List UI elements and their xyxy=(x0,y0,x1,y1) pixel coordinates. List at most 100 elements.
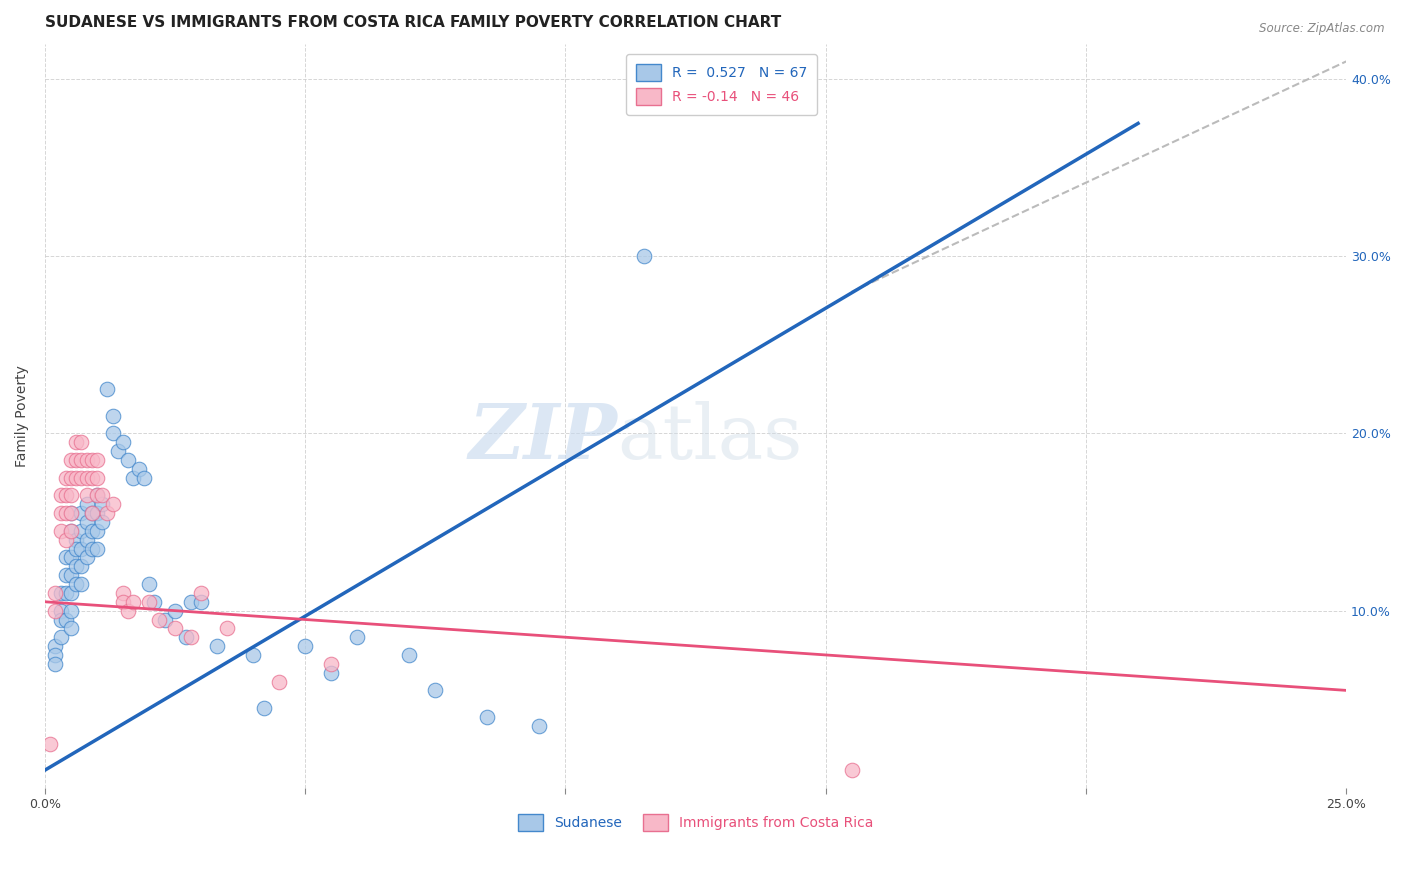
Point xyxy=(59,550,82,565)
Point xyxy=(101,409,124,423)
Point xyxy=(138,577,160,591)
Point xyxy=(86,506,108,520)
Point xyxy=(65,559,87,574)
Point xyxy=(44,657,66,671)
Point xyxy=(633,249,655,263)
Point xyxy=(117,453,139,467)
Point xyxy=(294,639,316,653)
Point xyxy=(65,541,87,556)
Text: atlas: atlas xyxy=(617,401,803,475)
Point xyxy=(143,595,166,609)
Point xyxy=(49,506,72,520)
Point xyxy=(55,550,77,565)
Point xyxy=(180,630,202,644)
Point xyxy=(59,488,82,502)
Point xyxy=(76,533,98,547)
Point xyxy=(80,506,103,520)
Point xyxy=(59,524,82,538)
Point xyxy=(80,453,103,467)
Point xyxy=(217,621,239,635)
Point xyxy=(76,515,98,529)
Point xyxy=(59,506,82,520)
Point xyxy=(49,630,72,644)
Point xyxy=(190,595,212,609)
Text: SUDANESE VS IMMIGRANTS FROM COSTA RICA FAMILY POVERTY CORRELATION CHART: SUDANESE VS IMMIGRANTS FROM COSTA RICA F… xyxy=(45,15,782,30)
Point xyxy=(132,471,155,485)
Point xyxy=(55,533,77,547)
Point xyxy=(91,515,114,529)
Point xyxy=(529,719,551,733)
Point xyxy=(96,506,118,520)
Point xyxy=(148,613,170,627)
Point xyxy=(65,453,87,467)
Point xyxy=(49,613,72,627)
Point xyxy=(65,435,87,450)
Point xyxy=(65,577,87,591)
Point xyxy=(112,595,135,609)
Point xyxy=(80,541,103,556)
Point xyxy=(242,648,264,662)
Legend: Sudanese, Immigrants from Costa Rica: Sudanese, Immigrants from Costa Rica xyxy=(512,809,879,837)
Point xyxy=(70,524,93,538)
Point xyxy=(49,524,72,538)
Point xyxy=(86,453,108,467)
Point xyxy=(44,648,66,662)
Text: Source: ZipAtlas.com: Source: ZipAtlas.com xyxy=(1260,22,1385,36)
Point xyxy=(59,586,82,600)
Point xyxy=(59,604,82,618)
Point xyxy=(91,488,114,502)
Point xyxy=(346,630,368,644)
Point xyxy=(86,488,108,502)
Point xyxy=(76,453,98,467)
Point xyxy=(321,665,343,680)
Point xyxy=(76,488,98,502)
Point xyxy=(112,435,135,450)
Point xyxy=(59,506,82,520)
Point xyxy=(398,648,420,662)
Point xyxy=(107,444,129,458)
Point xyxy=(138,595,160,609)
Point xyxy=(76,497,98,511)
Point xyxy=(86,524,108,538)
Point xyxy=(122,471,145,485)
Point xyxy=(70,435,93,450)
Point xyxy=(59,621,82,635)
Point xyxy=(91,497,114,511)
Point xyxy=(44,639,66,653)
Point xyxy=(841,763,863,777)
Point xyxy=(55,586,77,600)
Point xyxy=(70,506,93,520)
Point xyxy=(101,497,124,511)
Point xyxy=(70,559,93,574)
Point xyxy=(44,586,66,600)
Point xyxy=(80,524,103,538)
Point xyxy=(55,488,77,502)
Point xyxy=(55,613,77,627)
Point xyxy=(117,604,139,618)
Point xyxy=(70,453,93,467)
Point xyxy=(76,550,98,565)
Point xyxy=(44,604,66,618)
Point xyxy=(477,710,499,724)
Point xyxy=(205,639,228,653)
Point xyxy=(65,533,87,547)
Point xyxy=(190,586,212,600)
Point xyxy=(59,524,82,538)
Point xyxy=(59,471,82,485)
Point xyxy=(122,595,145,609)
Point xyxy=(49,604,72,618)
Point xyxy=(96,382,118,396)
Point xyxy=(55,568,77,582)
Point xyxy=(49,488,72,502)
Point xyxy=(65,471,87,485)
Point xyxy=(55,471,77,485)
Point xyxy=(80,471,103,485)
Point xyxy=(86,471,108,485)
Point xyxy=(165,621,187,635)
Point xyxy=(49,586,72,600)
Point xyxy=(80,506,103,520)
Point xyxy=(70,577,93,591)
Point xyxy=(128,462,150,476)
Point xyxy=(70,541,93,556)
Point xyxy=(165,604,187,618)
